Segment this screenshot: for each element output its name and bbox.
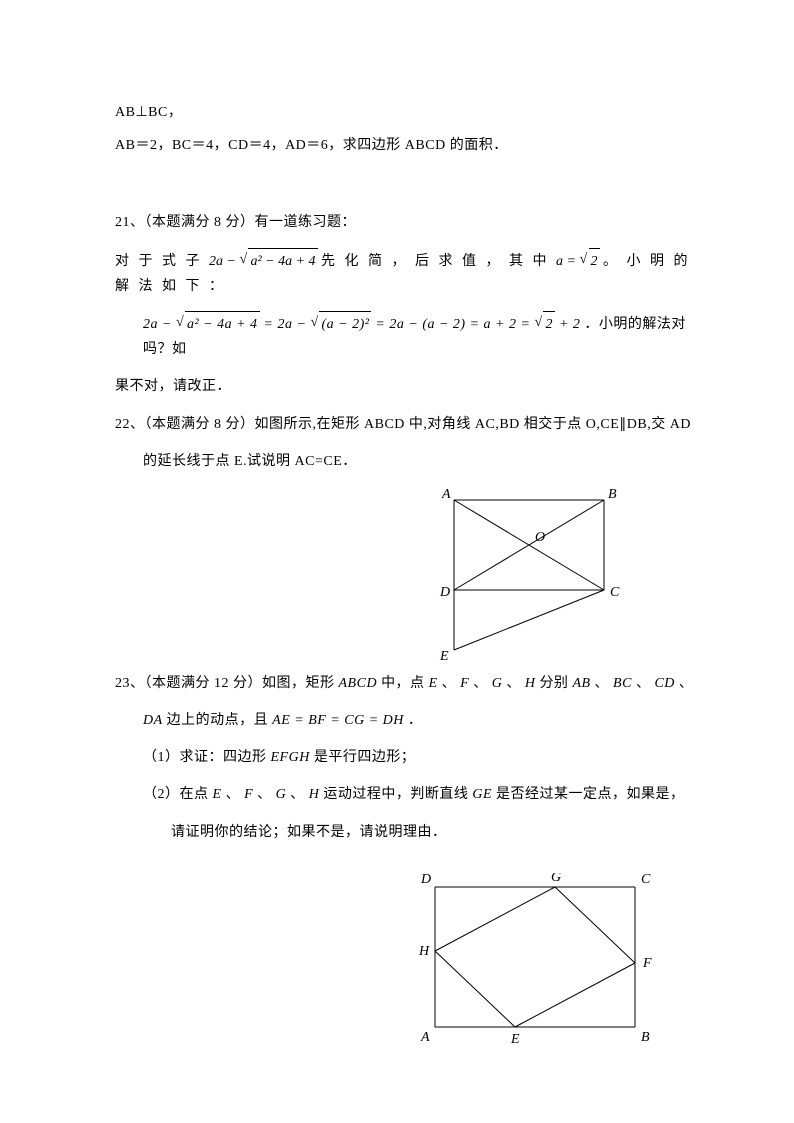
- t: （1）求证：四边形: [143, 750, 267, 765]
- t: 、: [226, 787, 241, 802]
- E: E: [429, 676, 438, 691]
- spacer: [115, 857, 704, 873]
- t: 边上的动点，且: [167, 713, 269, 728]
- svg-text:A: A: [441, 487, 451, 502]
- t: 、: [290, 787, 305, 802]
- F: F: [460, 676, 469, 691]
- radicand: 2: [589, 248, 600, 274]
- t: 分别: [539, 676, 568, 691]
- sqrt-icon: 2: [580, 248, 600, 274]
- q21-work: 2a − a² − 4a + 4 = 2a − (a − 2)² = 2a − …: [143, 317, 584, 332]
- abcd: ABCD: [339, 676, 378, 691]
- svg-text:D: D: [439, 585, 450, 600]
- svg-text:C: C: [641, 873, 651, 887]
- svg-text:E: E: [439, 649, 449, 664]
- H: H: [309, 787, 320, 802]
- t: 、: [442, 676, 457, 691]
- figure-q22: A B C D E O: [434, 486, 644, 671]
- AB: AB: [572, 676, 590, 691]
- t: 中，点: [381, 676, 425, 691]
- svg-text:B: B: [608, 487, 617, 502]
- EFGH: EFGH: [271, 750, 310, 765]
- q21-expr-lhs: 2a − a² − 4a + 4: [209, 254, 321, 269]
- GE: GE: [472, 787, 492, 802]
- intro-line-1: AB⊥BC，: [115, 100, 704, 125]
- F: F: [244, 787, 253, 802]
- t: 、: [595, 676, 610, 691]
- q21-text: 先 化 简 ， 后 求 值 ， 其 中: [321, 254, 550, 269]
- svg-text:C: C: [610, 585, 620, 600]
- svg-text:A: A: [420, 1030, 430, 1045]
- svg-text:H: H: [418, 944, 430, 959]
- q21-a-eq: a = 2: [556, 254, 603, 269]
- sqrt-icon: a² − 4a + 4: [239, 248, 317, 274]
- G: G: [276, 787, 287, 802]
- t: 、: [257, 787, 272, 802]
- svg-text:F: F: [642, 956, 652, 971]
- q23-part2: （2）在点 E 、 F 、 G 、 H 运动过程中，判断直线 GE 是否经过某一…: [115, 782, 704, 807]
- t: 是否经过某一定点，如果是，: [496, 787, 685, 802]
- q22-heading: 22、（本题满分 8 分）如图所示,在矩形 ABCD 中,对角线 AC,BD 相…: [115, 412, 704, 437]
- w3: = 2a − (a − 2) = a + 2 =: [375, 317, 530, 332]
- a-eq: a =: [556, 254, 576, 269]
- t: 、: [679, 676, 694, 691]
- t: 、: [506, 676, 521, 691]
- q21-text: 对 于 式 子: [115, 254, 203, 269]
- eqn: AE = BF = CG = DH: [272, 713, 404, 728]
- t: （2）在点: [143, 787, 209, 802]
- q22-heading-2: 的延长线于点 E.试说明 AC=CE．: [115, 449, 704, 474]
- q23-part1: （1）求证：四边形 EFGH 是平行四边形；: [115, 745, 704, 770]
- t: ．: [408, 713, 423, 728]
- radicand: (a − 2)²: [319, 311, 371, 337]
- exam-page: AB⊥BC， AB＝2，BC＝4，CD＝4，AD＝6，求四边形 ABCD 的面积…: [0, 0, 794, 1118]
- sqrt-icon: a² − 4a + 4: [176, 311, 260, 337]
- sqrt-icon: (a − 2)²: [310, 311, 371, 337]
- sqrt-icon: 2: [534, 311, 555, 337]
- w2: = 2a −: [264, 317, 307, 332]
- q23-heading: 23、（本题满分 12 分）如图，矩形 ABCD 中，点 E 、 F 、 G 、…: [115, 671, 704, 696]
- q23-part2b: 请证明你的结论；如果不是，请说明理由．: [115, 820, 704, 845]
- figure-q23: D C A B G F E H: [415, 873, 675, 1058]
- t: 、: [636, 676, 651, 691]
- radicand: a² − 4a + 4: [248, 248, 317, 274]
- q23-heading-2: DA 边上的动点，且 AE = BF = CG = DH ．: [115, 708, 704, 733]
- H: H: [525, 676, 536, 691]
- q21-line3: 果不对，请改正．: [115, 374, 704, 399]
- radicand: 2: [543, 311, 555, 337]
- t: 、: [473, 676, 488, 691]
- w4: + 2: [559, 317, 580, 332]
- BC: BC: [613, 676, 632, 691]
- svg-text:G: G: [551, 873, 561, 885]
- svg-text:O: O: [535, 530, 545, 545]
- text-2a: 2a −: [209, 254, 236, 269]
- svg-text:B: B: [641, 1030, 650, 1045]
- G: G: [492, 676, 503, 691]
- q21-working: 2a − a² − 4a + 4 = 2a − (a − 2)² = 2a − …: [115, 311, 704, 362]
- svg-text:D: D: [420, 873, 431, 887]
- E: E: [213, 787, 222, 802]
- spacer: [115, 170, 704, 210]
- intro-line-2: AB＝2，BC＝4，CD＝4，AD＝6，求四边形 ABCD 的面积．: [115, 133, 704, 158]
- w1: 2a −: [143, 317, 172, 332]
- q21-line1: 对 于 式 子 2a − a² − 4a + 4 先 化 简 ， 后 求 值 ，…: [115, 248, 704, 299]
- t: 是平行四边形；: [314, 750, 416, 765]
- DA: DA: [143, 713, 163, 728]
- q21-heading: 21、（本题满分 8 分）有一道练习题：: [115, 210, 704, 235]
- svg-text:E: E: [510, 1032, 520, 1047]
- radicand: a² − 4a + 4: [185, 311, 260, 337]
- t: 运动过程中，判断直线: [323, 787, 468, 802]
- CD: CD: [654, 676, 674, 691]
- t: 23、（本题满分 12 分）如图，矩形: [115, 676, 335, 691]
